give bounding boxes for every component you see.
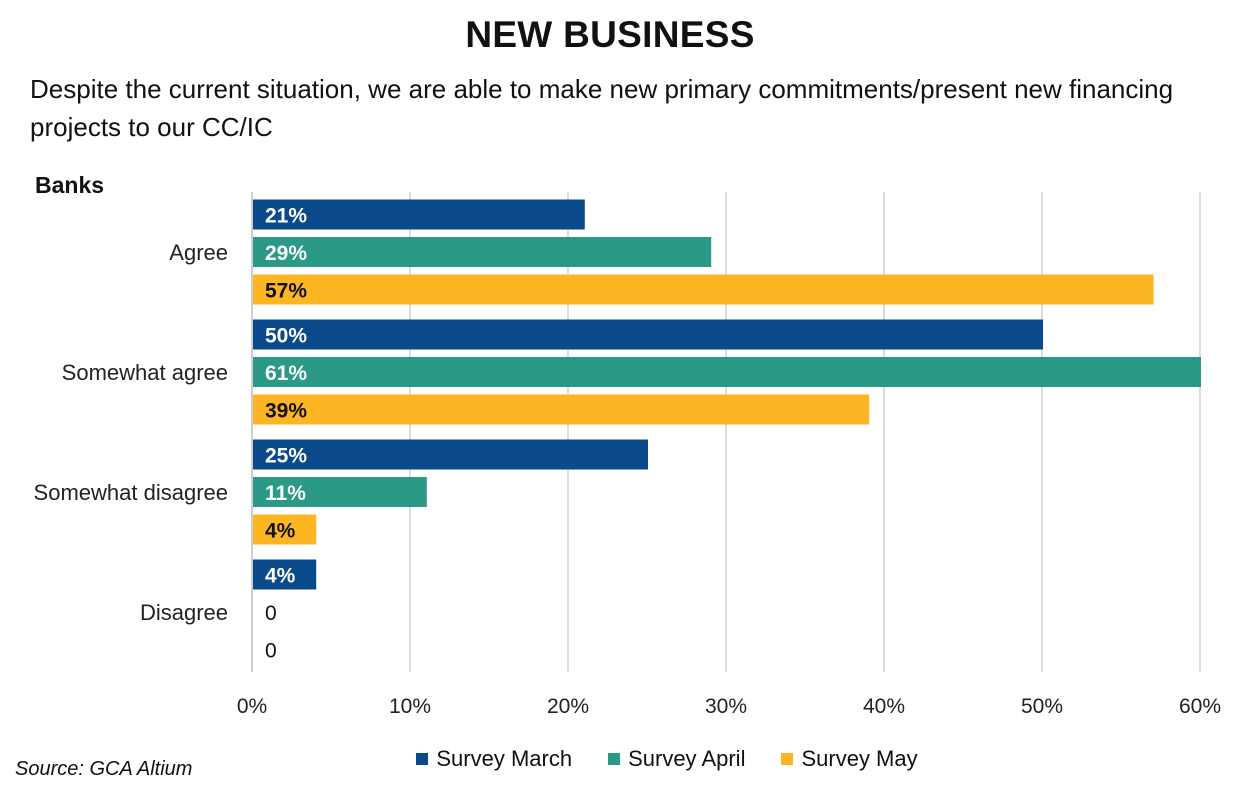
category-label: Disagree	[140, 600, 228, 625]
x-tick-label: 20%	[547, 695, 589, 718]
bar	[253, 237, 712, 267]
category-label: Agree	[169, 240, 228, 265]
data-label: 11%	[265, 482, 306, 505]
data-label: 50%	[265, 325, 307, 348]
data-label: 29%	[265, 242, 307, 265]
legend-item-april: Survey April	[608, 746, 745, 772]
category-label: Somewhat agree	[62, 360, 228, 385]
data-label: 4%	[265, 520, 296, 543]
x-tick-label: 60%	[1179, 695, 1221, 718]
bar	[253, 559, 317, 590]
legend-swatch-may	[781, 753, 794, 765]
legend-swatch-march	[416, 753, 429, 765]
data-label: 0	[265, 640, 277, 663]
legend-label-march: Survey March	[436, 746, 573, 771]
x-tick-label: 10%	[389, 695, 431, 718]
data-label: 25%	[265, 445, 307, 468]
panel-label: Banks	[35, 172, 105, 198]
legend-label-april: Survey April	[628, 746, 746, 771]
bar	[253, 199, 585, 230]
bar	[253, 319, 1043, 350]
data-label: 61%	[265, 362, 307, 385]
data-label: 21%	[265, 205, 307, 228]
data-label: 4%	[265, 565, 296, 588]
bar	[253, 357, 1201, 387]
chart-subtitle: Despite the current situation, we are ab…	[30, 74, 1174, 142]
legend-label-may: Survey May	[801, 746, 918, 771]
x-tick-label: 30%	[705, 695, 747, 718]
bar	[253, 394, 870, 425]
legend-item-march: Survey March	[416, 746, 572, 772]
data-label: 39%	[265, 400, 307, 423]
bar	[253, 514, 317, 545]
x-tick-label: 0%	[237, 695, 267, 718]
x-tick-label: 50%	[1021, 695, 1063, 718]
legend-swatch-april	[608, 753, 621, 765]
data-label: 57%	[265, 280, 307, 303]
x-tick-label: 40%	[863, 695, 905, 718]
data-label: 0	[265, 602, 277, 625]
legend-item-may: Survey May	[781, 746, 918, 772]
legend: Survey March Survey April Survey May	[0, 746, 1244, 772]
source-note: Source: GCA Altium	[15, 758, 193, 780]
bar	[253, 477, 427, 507]
bar	[253, 274, 1154, 305]
category-label: Somewhat disagree	[34, 480, 228, 505]
bar	[253, 439, 648, 470]
chart-title: NEW BUSINESS	[465, 14, 755, 55]
